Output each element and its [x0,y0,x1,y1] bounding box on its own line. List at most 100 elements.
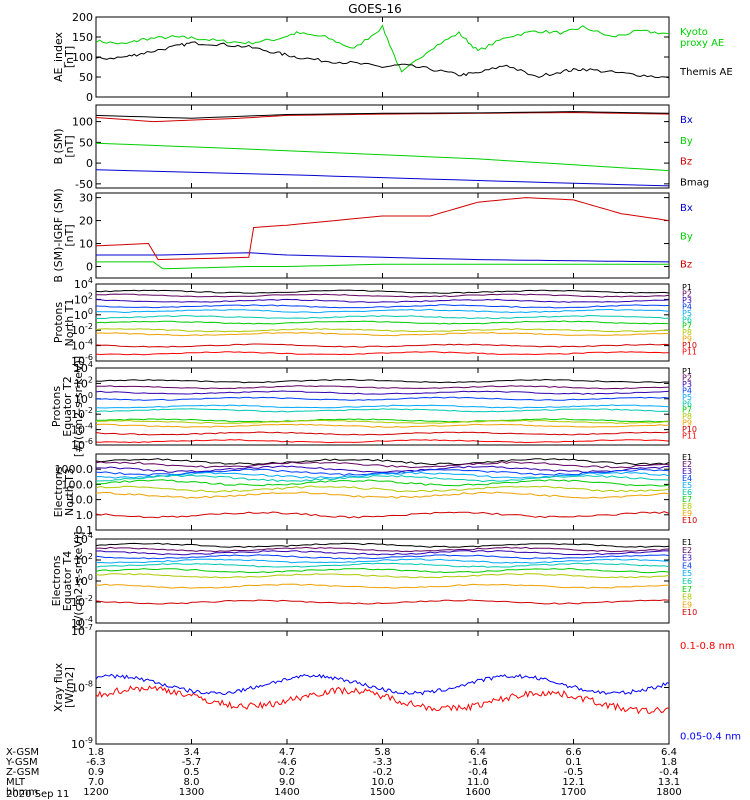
series-line-e5 [95,471,670,479]
series-line-p1 [95,289,670,294]
orbit-value: 7.0 [88,777,104,788]
series-line-bz [95,111,670,123]
series-label: E9 [682,600,692,609]
series-label: P1 [682,367,692,376]
y-axis-label: ElectronsEquator T4[e/(cm2-s-sr-keV)] [50,532,85,631]
y-tick-label: 102 [74,375,93,390]
y-tick-label: 100 [72,51,93,64]
y-tick-label: 0.1 [76,524,94,537]
y-tick-label: 10-4 [71,615,93,630]
orbit-value: 12.1 [562,777,584,788]
series-label: By [680,231,693,242]
orbit-date: 2020 Sep 11 [6,789,69,800]
orbit-value: 1800 [656,787,681,798]
series-label: P6 [682,315,692,324]
series-label: E10 [682,608,697,617]
series-label: P1 [682,283,692,292]
y-tick-label: 102 [74,552,93,567]
y-tick-label: 150 [72,31,93,44]
y-tick-label: 104 [74,276,93,291]
series-label: E8 [682,593,692,602]
orbit-value: 6.4 [470,747,486,758]
orbit-value: -0.4 [468,767,488,778]
y-tick-label: 20 [79,215,93,228]
series-label: E8 [682,502,692,511]
orbit-value: 8.0 [184,777,200,788]
series-label: 0.05-0.4 nm [680,731,741,742]
orbit-row-label: X-GSM [6,747,39,758]
series-label: E4 [682,561,692,570]
y-tick-label: 0 [86,91,93,104]
series-line-p5 [95,308,670,314]
y-axis-label: ProtonsNorth T1 [52,299,76,347]
series-label: E5 [682,481,692,490]
panel-frame [95,538,670,624]
series-line-p3 [95,390,670,395]
series-line-0-1-0-8-nm [95,685,670,715]
series-line-e4 [95,468,670,476]
y-tick-label: 10-6 [71,353,93,368]
series-line-e6 [95,474,670,483]
series-line-0-05-0-4-nm [95,673,670,696]
orbit-row-label: hhmm [6,787,38,798]
series-line-p6 [95,314,670,320]
panel-bigrf: 30 20 10 0 B (SM)-IGRF (SM)[nT] Bx By Bz [52,188,693,282]
y-tick-label: 10-2 [71,406,93,421]
series-label: E7 [682,495,692,504]
series-label: E6 [682,577,692,586]
orbit-row-label: MLT [6,777,26,788]
y-tick-label: 10-2 [71,594,93,609]
series-line-e9 [96,583,670,589]
series-label: E2 [682,460,692,469]
orbit-value: -3.3 [373,757,393,768]
y-tick-label: 10-2 [71,322,93,337]
y-tick-label: 100 [74,391,93,406]
y-tick-label: 200 [72,11,93,24]
series-label: P2 [682,289,692,298]
orbit-value: 1200 [83,787,108,798]
orbit-value: 1700 [561,787,586,798]
orbit-value: 5.8 [375,747,391,758]
y-tick-label: 10-6 [71,437,93,452]
series-label: E9 [682,509,692,518]
series-line-p4 [95,304,670,309]
y-axis-label: ProtonsEquator T2[#/(cm2-s-sr-keV)] [50,356,85,457]
series-label: P10 [682,425,697,434]
y-tick-label: 10 [79,238,93,251]
series-label: P4 [682,302,692,311]
series-label: P4 [682,386,692,395]
orbit-value: -0.2 [373,767,393,778]
y-axis-label: AE_index[nT] [52,31,76,82]
series-line-e5 [95,558,670,564]
series-line-by [95,142,670,172]
series-label: Bz [680,260,692,271]
series-line-bz [95,197,670,261]
series-label: E7 [682,585,692,594]
series-line-p10 [95,431,670,436]
series-label: P7 [682,322,692,331]
series-line-p8 [95,419,669,425]
y-tick-label: 10.0 [69,494,94,507]
series-line-p11 [95,351,670,356]
series-label: E1 [682,538,692,547]
orbit-value: -4.6 [277,757,297,768]
series-label: P11 [682,432,697,441]
series-line-e9 [95,491,670,499]
orbit-value: -0.4 [659,767,679,778]
orbit-value: 13.1 [658,777,680,788]
series-line-e1 [95,458,670,466]
y-tick-label: 10-4 [71,338,93,353]
series-line-p5 [95,404,670,409]
y-tick-label: 50 [79,71,93,84]
series-label: P11 [682,348,697,357]
series-label: P5 [682,393,692,402]
orbit-value: -0.5 [564,767,584,778]
orbit-value: 0.9 [88,767,104,778]
orbit-value: 11.0 [467,777,489,788]
series-label: Bx [680,115,693,126]
